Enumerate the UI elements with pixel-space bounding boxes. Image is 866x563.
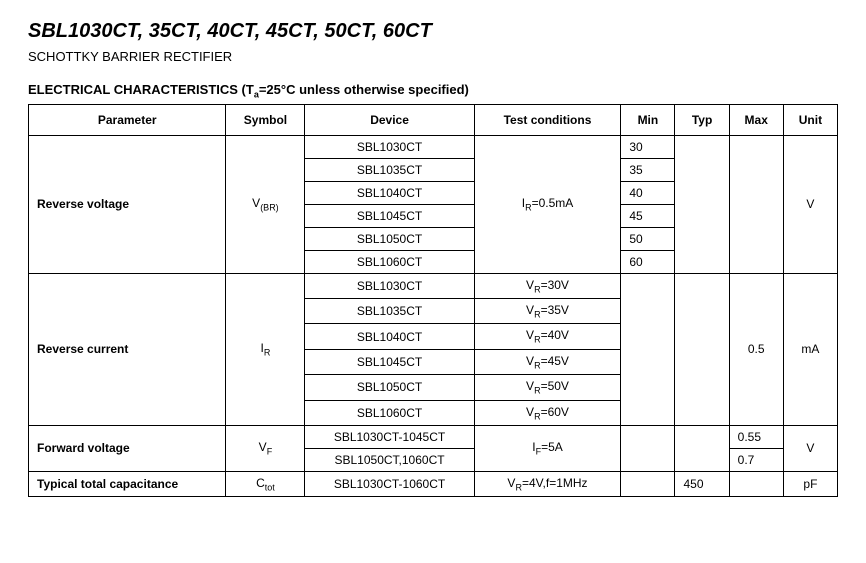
min-cell: 35 (621, 158, 675, 181)
min-cell: 50 (621, 227, 675, 250)
col-min: Min (621, 104, 675, 135)
min-cell (621, 471, 675, 496)
cond-vr: VR=60V (474, 400, 621, 425)
typ-cell: 450 (675, 471, 729, 496)
cond-if: IF=5A (474, 425, 621, 471)
cond-ir: IR=0.5mA (474, 135, 621, 273)
device-cell: SBL1030CT-1060CT (305, 471, 474, 496)
table-row: Reverse voltage V(BR) SBL1030CT IR=0.5mA… (29, 135, 838, 158)
device-cell: SBL1030CT (305, 135, 474, 158)
symbol-vbr: V(BR) (226, 135, 305, 273)
table-header-row: Parameter Symbol Device Test conditions … (29, 104, 838, 135)
param-capacitance: Typical total capacitance (29, 471, 226, 496)
min-cell: 60 (621, 250, 675, 273)
param-reverse-voltage: Reverse voltage (29, 135, 226, 273)
unit-cell: mA (783, 273, 837, 425)
col-max: Max (729, 104, 783, 135)
section-label: ELECTRICAL CHARACTERISTICS ( (28, 82, 246, 97)
unit-cell: pF (783, 471, 837, 496)
max-cell: 0.5 (729, 273, 783, 425)
cond-vr: VR=45V (474, 349, 621, 374)
section-heading: ELECTRICAL CHARACTERISTICS (Ta=25°C unle… (28, 82, 838, 100)
cond-vr: VR=30V (474, 273, 621, 298)
electrical-characteristics-table: Parameter Symbol Device Test conditions … (28, 104, 838, 498)
max-cell: 0.55 (729, 425, 783, 448)
part-description: SCHOTTKY BARRIER RECTIFIER (28, 49, 838, 64)
device-cell: SBL1040CT (305, 324, 474, 349)
symbol-ir: IR (226, 273, 305, 425)
table-row: Reverse current IR SBL1030CT VR=30V 0.5 … (29, 273, 838, 298)
device-cell: SBL1050CT (305, 227, 474, 250)
cond-vr: VR=35V (474, 298, 621, 323)
device-cell: SBL1035CT (305, 298, 474, 323)
cond-vr-f: VR=4V,f=1MHz (474, 471, 621, 496)
device-cell: SBL1030CT-1045CT (305, 425, 474, 448)
cond-text: =25°C unless otherwise specified) (259, 82, 469, 97)
col-device: Device (305, 104, 474, 135)
typ-cell (675, 425, 729, 471)
device-cell: SBL1045CT (305, 204, 474, 227)
cond-symbol: T (246, 82, 254, 97)
part-number-title: SBL1030CT, 35CT, 40CT, 45CT, 50CT, 60CT (28, 20, 838, 43)
device-cell: SBL1045CT (305, 349, 474, 374)
param-forward-voltage: Forward voltage (29, 425, 226, 471)
col-typ: Typ (675, 104, 729, 135)
cond-vr: VR=50V (474, 375, 621, 400)
min-cell (621, 425, 675, 471)
device-cell: SBL1030CT (305, 273, 474, 298)
device-cell: SBL1050CT,1060CT (305, 448, 474, 471)
typ-cell (675, 135, 729, 273)
device-cell: SBL1060CT (305, 400, 474, 425)
symbol-ctot: Ctot (226, 471, 305, 496)
max-cell (729, 471, 783, 496)
col-parameter: Parameter (29, 104, 226, 135)
param-reverse-current: Reverse current (29, 273, 226, 425)
symbol-vf: VF (226, 425, 305, 471)
cond-vr: VR=40V (474, 324, 621, 349)
col-unit: Unit (783, 104, 837, 135)
min-cell: 30 (621, 135, 675, 158)
min-cell (621, 273, 675, 425)
device-cell: SBL1050CT (305, 375, 474, 400)
max-cell: 0.7 (729, 448, 783, 471)
col-symbol: Symbol (226, 104, 305, 135)
min-cell: 40 (621, 181, 675, 204)
col-conditions: Test conditions (474, 104, 621, 135)
table-row: Forward voltage VF SBL1030CT-1045CT IF=5… (29, 425, 838, 448)
unit-cell: V (783, 135, 837, 273)
table-row: Typical total capacitance Ctot SBL1030CT… (29, 471, 838, 496)
device-cell: SBL1040CT (305, 181, 474, 204)
max-cell (729, 135, 783, 273)
min-cell: 45 (621, 204, 675, 227)
typ-cell (675, 273, 729, 425)
unit-cell: V (783, 425, 837, 471)
device-cell: SBL1035CT (305, 158, 474, 181)
device-cell: SBL1060CT (305, 250, 474, 273)
